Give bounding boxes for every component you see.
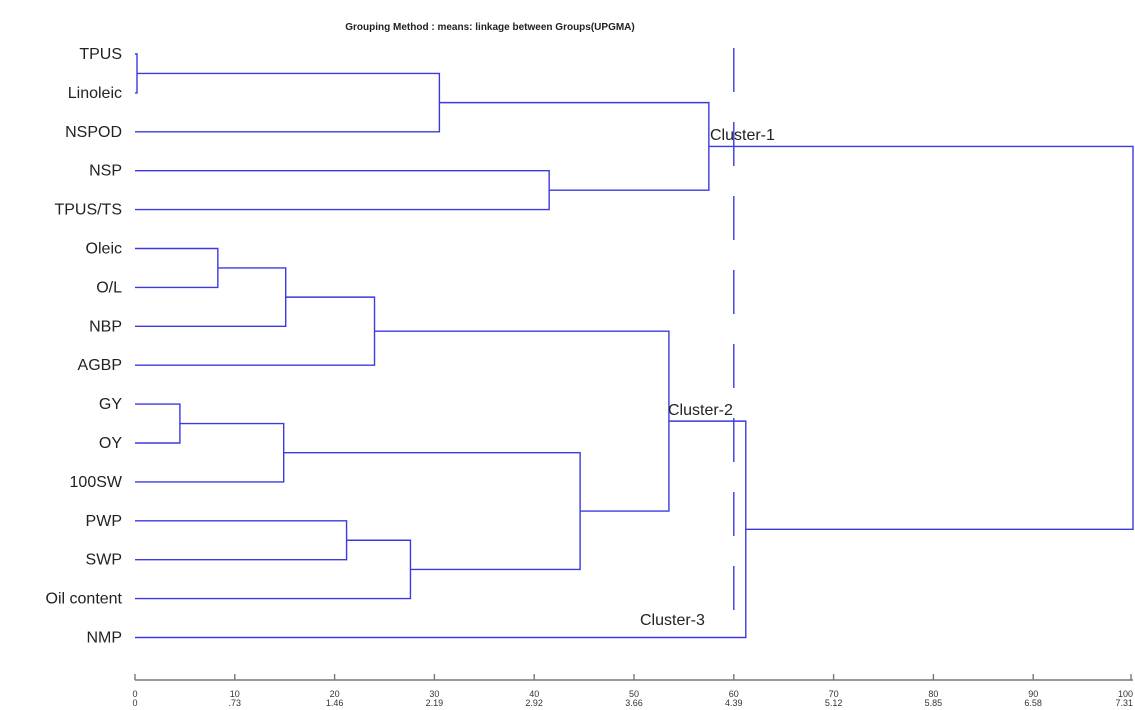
merge-branch bbox=[283, 452, 581, 571]
merge-branch bbox=[374, 330, 670, 512]
leaf-label: NSP bbox=[89, 163, 122, 180]
tick-label-bottom: 2.19 bbox=[426, 698, 444, 708]
tick-label-top: 20 bbox=[330, 689, 340, 699]
tick-label-top: 60 bbox=[729, 689, 739, 699]
leaf-label: NSPOD bbox=[65, 124, 122, 141]
leaf-label: O/L bbox=[96, 279, 122, 296]
merge-branch bbox=[135, 72, 441, 133]
cluster-label: Cluster-3 bbox=[640, 612, 705, 629]
chart-title: Grouping Method : means: linkage between… bbox=[345, 22, 634, 33]
tick-label-top: 50 bbox=[629, 689, 639, 699]
leaf-label: Linoleic bbox=[68, 85, 122, 102]
merge-branch bbox=[135, 520, 348, 561]
leaf-label: Oleic bbox=[86, 241, 122, 258]
cluster-label: Cluster-1 bbox=[710, 127, 775, 144]
cluster-labels: Cluster-1 Cluster-2 Cluster-3 bbox=[640, 127, 775, 629]
tick-label-top: 100 bbox=[1118, 689, 1133, 699]
tick-label-bottom: 6.58 bbox=[1024, 698, 1042, 708]
leaf-label: NBP bbox=[89, 318, 122, 335]
leaf-labels: TPUS Linoleic NSPOD NSP TPUS/TS Oleic O/L NBP AG… bbox=[46, 46, 123, 647]
leaf-label: TPUS bbox=[79, 46, 122, 63]
tick-label-top: 30 bbox=[429, 689, 439, 699]
cluster-label: Cluster-2 bbox=[668, 402, 733, 419]
leaf-label: OY bbox=[99, 435, 122, 452]
merge-branch bbox=[135, 53, 138, 94]
tick-label-bottom: 1.46 bbox=[326, 698, 344, 708]
leaf-label: SWP bbox=[86, 552, 122, 569]
leaf-label: AGBP bbox=[78, 357, 122, 374]
tick-label-bottom: .73 bbox=[229, 698, 242, 708]
tick-label-bottom: 2.92 bbox=[525, 698, 543, 708]
distance-axis: 0010.73201.46302.19402.92503.66604.39705… bbox=[132, 674, 1133, 708]
tick-label-top: 80 bbox=[928, 689, 938, 699]
leaf-label: 100SW bbox=[70, 474, 123, 491]
merge-branch bbox=[135, 403, 181, 444]
leaf-label: GY bbox=[99, 396, 122, 413]
leaf-label: PWP bbox=[86, 513, 122, 530]
leaf-label: TPUS/TS bbox=[54, 202, 122, 219]
tick-label-bottom: 3.66 bbox=[625, 698, 643, 708]
tick-label-bottom: 5.12 bbox=[825, 698, 843, 708]
merge-branch bbox=[135, 296, 376, 366]
merge-branch bbox=[708, 145, 1134, 531]
tick-label-top: 0 bbox=[132, 689, 137, 699]
merge-branch bbox=[135, 539, 412, 600]
tick-label-bottom: 5.85 bbox=[925, 698, 943, 708]
tick-label-bottom: 7.31 bbox=[1115, 698, 1133, 708]
tick-label-top: 10 bbox=[230, 689, 240, 699]
leaf-label: NMP bbox=[86, 630, 122, 647]
merge-branch bbox=[135, 247, 219, 289]
leaf-label: Oil content bbox=[46, 591, 123, 608]
merge-branch bbox=[135, 170, 550, 211]
tick-label-top: 70 bbox=[829, 689, 839, 699]
tick-label-top: 90 bbox=[1028, 689, 1038, 699]
dendrogram-branches bbox=[135, 53, 1134, 639]
tick-label-top: 40 bbox=[529, 689, 539, 699]
merge-branch bbox=[135, 420, 747, 639]
merge-branch bbox=[135, 267, 287, 327]
merge-branch bbox=[135, 422, 285, 483]
tick-label-bottom: 4.39 bbox=[725, 698, 743, 708]
tick-label-bottom: 0 bbox=[132, 698, 137, 708]
merge-branch bbox=[439, 101, 710, 191]
